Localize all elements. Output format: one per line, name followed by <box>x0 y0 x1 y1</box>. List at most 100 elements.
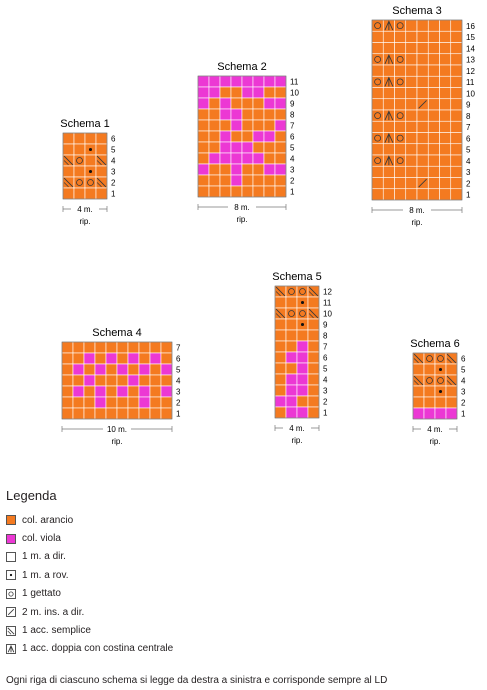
k2tog-slash <box>7 609 15 616</box>
chart-cell <box>423 352 436 365</box>
repeat-label-bg <box>228 202 256 212</box>
chart-cell <box>127 396 140 409</box>
chart-cell <box>127 385 140 398</box>
chart-cell <box>427 64 440 77</box>
ssk-diagonal <box>446 375 457 386</box>
chart-cell <box>382 165 395 178</box>
schema-title: Schema 5 <box>272 271 322 283</box>
chart-cell <box>296 329 309 342</box>
chart-cell <box>307 362 320 375</box>
row-number: 2 <box>466 179 471 188</box>
chart-cell <box>208 141 221 154</box>
chart-cell <box>439 75 452 88</box>
chart-cell <box>371 64 384 77</box>
chart-cell <box>197 108 210 121</box>
chart-cell <box>73 143 86 156</box>
chart-cell <box>72 396 85 409</box>
chart-cell <box>394 154 407 167</box>
chart-cell <box>160 341 173 354</box>
purl-dot <box>300 322 305 327</box>
purl-dot <box>438 367 443 372</box>
chart-cell <box>61 363 74 376</box>
chart-cell <box>83 363 96 376</box>
chart-cell <box>208 97 221 110</box>
legend-item: 1 gettato <box>6 585 486 603</box>
legend-item: 1 acc. semplice <box>6 621 486 639</box>
chart-cell <box>382 188 395 201</box>
chart-cell <box>416 87 429 100</box>
chart-cell <box>105 396 118 409</box>
chart-cell <box>95 132 108 145</box>
ssk-diagonal <box>63 155 74 166</box>
schema-title: Schema 2 <box>217 61 267 73</box>
chart-cell <box>416 64 429 77</box>
chart-cell <box>371 143 384 156</box>
chart-cell <box>252 86 265 99</box>
chart-cell <box>208 108 221 121</box>
chart-cell <box>127 341 140 354</box>
chart-cell <box>450 188 463 201</box>
chart-cell <box>285 329 298 342</box>
chart-cell <box>394 98 407 111</box>
chart-cell <box>94 363 107 376</box>
chart-cell <box>394 30 407 43</box>
chart-cell <box>450 132 463 145</box>
row-number: 9 <box>323 321 328 330</box>
chart-cell <box>274 97 287 110</box>
chart-cell <box>116 341 129 354</box>
chart-cell <box>197 174 210 187</box>
chart-cell <box>285 318 298 331</box>
chart-cell <box>241 152 254 165</box>
chart-border <box>274 285 320 419</box>
yarn-over-circle <box>437 355 444 362</box>
chart-cell <box>427 132 440 145</box>
chart-cell <box>197 141 210 154</box>
chart-cell <box>382 177 395 190</box>
chart-cell <box>61 374 74 387</box>
row-number: 2 <box>323 398 328 407</box>
chart-cell <box>416 165 429 178</box>
ssk-diagonal <box>413 375 424 386</box>
repeat-label-bg <box>403 205 431 215</box>
chart-cell <box>285 373 298 386</box>
yarn-over-circle <box>8 591 14 597</box>
chart-cell <box>394 143 407 156</box>
chart-cell <box>252 141 265 154</box>
chart-cell <box>416 19 429 32</box>
row-number: 1 <box>290 188 295 197</box>
chart-cell <box>219 141 232 154</box>
chart-cell <box>296 395 309 408</box>
chart-cell <box>197 119 210 132</box>
chart-cell <box>371 53 384 66</box>
repeat-label: rip. <box>429 437 440 446</box>
chart-border <box>61 341 173 420</box>
chart-cell <box>149 396 162 409</box>
chart-cell <box>241 130 254 143</box>
yarn-over-circle <box>76 179 83 186</box>
chart-cell <box>274 362 287 375</box>
ssk-tick <box>413 380 419 386</box>
double-dec-symbol <box>384 76 394 87</box>
chart-cell <box>439 98 452 111</box>
chart-cell <box>412 407 425 420</box>
chart-cell <box>219 97 232 110</box>
legend: Legenda col. arancio col. viola 1 m. a dir… <box>6 488 486 658</box>
chart-cell <box>230 108 243 121</box>
chart-cell <box>197 97 210 110</box>
row-number: 4 <box>461 377 466 386</box>
chart-cell <box>412 363 425 376</box>
chart-cell <box>296 351 309 364</box>
chart-cell <box>94 352 107 365</box>
chart-cell <box>285 384 298 397</box>
circle-icon <box>6 588 16 599</box>
chart-cell <box>149 363 162 376</box>
row-number: 4 <box>323 376 328 385</box>
chart-cell <box>416 132 429 145</box>
chart-cell <box>219 108 232 121</box>
chart-cell <box>439 177 452 190</box>
chart-cell <box>423 396 436 409</box>
chart-cell <box>416 30 429 43</box>
chart-cell <box>394 53 407 66</box>
ssk-diagonal <box>96 177 107 188</box>
chart-cell <box>138 407 151 420</box>
